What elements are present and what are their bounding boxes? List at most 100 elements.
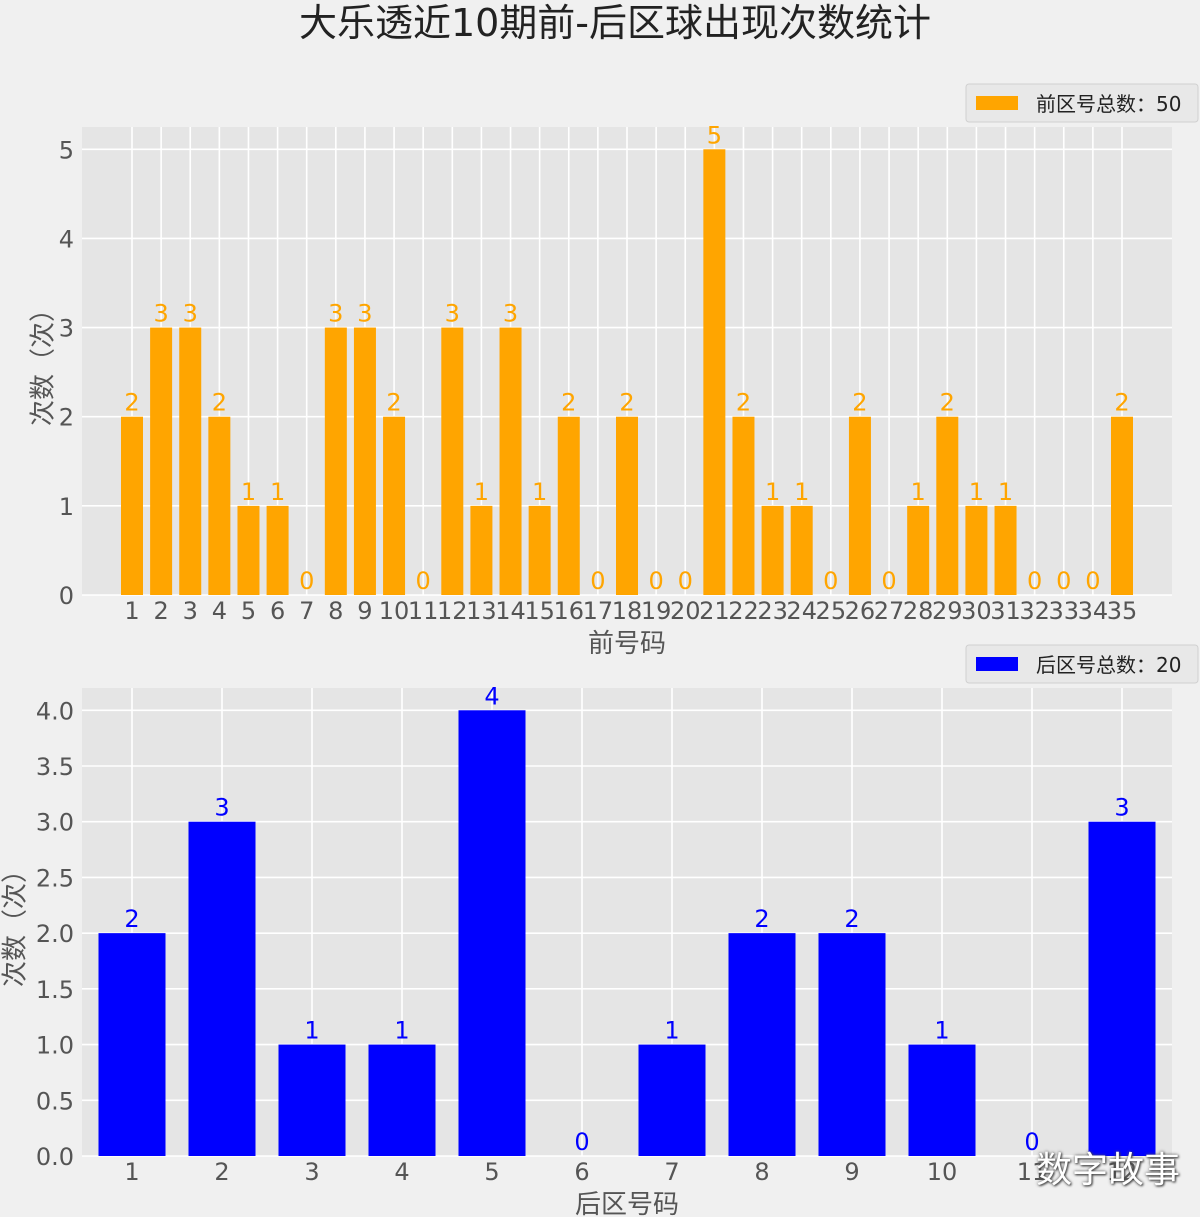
bar [324, 327, 347, 595]
bar-value-label: 2 [1114, 389, 1129, 417]
bar [470, 505, 493, 595]
bar-value-label: 2 [124, 389, 139, 417]
x-tick-label: 24 [786, 597, 817, 625]
y-tick-label: 4 [59, 225, 74, 253]
x-tick-label: 11 [408, 597, 439, 625]
y-tick-label: 2.0 [36, 920, 74, 948]
x-tick-label: 11 [1017, 1158, 1048, 1186]
bar [1088, 821, 1156, 1156]
y-tick-label: 2.5 [36, 864, 74, 892]
bar-value-label: 1 [270, 478, 285, 506]
x-tick-label: 23 [757, 597, 788, 625]
x-tick-label: 30 [961, 597, 992, 625]
bar-value-label: 3 [357, 300, 372, 328]
x-tick-label: 7 [299, 597, 314, 625]
x-tick-label: 18 [612, 597, 643, 625]
bar [179, 327, 202, 595]
x-tick-label: 14 [495, 597, 526, 625]
bar [728, 933, 796, 1156]
legend-label: 后区号总数：20 [1036, 653, 1181, 677]
bar [353, 327, 376, 595]
x-axis-label: 后区号码 [575, 1190, 679, 1217]
bar [278, 1044, 346, 1156]
bar-value-label: 1 [394, 1017, 409, 1045]
bar-value-label: 0 [1085, 567, 1100, 595]
bar [528, 505, 551, 595]
bar [732, 416, 755, 595]
x-tick-label: 31 [990, 597, 1021, 625]
y-tick-label: 3.5 [36, 753, 74, 781]
bar [557, 416, 580, 595]
bar [368, 1044, 436, 1156]
bar-value-label: 2 [212, 389, 227, 417]
x-tick-label: 28 [903, 597, 934, 625]
bar-value-label: 1 [241, 478, 256, 506]
bar [638, 1044, 706, 1156]
x-tick-label: 20 [670, 597, 701, 625]
bar-value-label: 1 [998, 478, 1013, 506]
watermark-text: 数字故事 [1035, 1150, 1180, 1191]
x-tick-label: 32 [1019, 597, 1050, 625]
x-tick-label: 25 [816, 597, 847, 625]
bar [907, 505, 930, 595]
y-tick-label: 0 [59, 582, 74, 610]
bar-value-label: 0 [590, 567, 605, 595]
y-tick-label: 1.0 [36, 1032, 74, 1060]
bar [98, 933, 166, 1156]
bar-value-label: 2 [844, 905, 859, 933]
x-tick-label: 8 [328, 597, 343, 625]
bar [790, 505, 813, 595]
x-tick-label: 15 [524, 597, 555, 625]
bar-value-label: 3 [214, 794, 229, 822]
x-tick-label: 1 [124, 1158, 139, 1186]
bar-value-label: 5 [707, 121, 722, 149]
x-tick-label: 2 [153, 597, 168, 625]
bar-value-label: 0 [1027, 567, 1042, 595]
bar [965, 505, 988, 595]
y-tick-label: 5 [59, 136, 74, 164]
x-tick-label: 5 [241, 597, 256, 625]
bar-value-label: 2 [940, 389, 955, 417]
bar [208, 416, 231, 595]
bar-value-label: 1 [474, 478, 489, 506]
bar-value-label: 0 [881, 567, 896, 595]
x-tick-label: 35 [1107, 597, 1138, 625]
bar [1111, 416, 1133, 595]
bar-value-label: 2 [124, 905, 139, 933]
x-tick-label: 27 [874, 597, 905, 625]
bar-value-label: 2 [561, 389, 576, 417]
y-tick-label: 2 [59, 404, 74, 432]
x-tick-label: 5 [484, 1158, 499, 1186]
bar [150, 327, 173, 595]
bar-value-label: 1 [532, 478, 547, 506]
x-tick-label: 6 [574, 1158, 589, 1186]
bar [188, 821, 256, 1156]
y-tick-label: 4.0 [36, 697, 74, 725]
x-tick-label: 7 [664, 1158, 679, 1186]
y-tick-label: 3 [59, 315, 74, 343]
bar-value-label: 2 [619, 389, 634, 417]
bar-value-label: 1 [765, 478, 780, 506]
y-tick-label: 1 [59, 493, 74, 521]
legend-swatch [976, 96, 1018, 110]
bar [936, 416, 959, 595]
bar [499, 327, 522, 595]
bar-value-label: 3 [183, 300, 198, 328]
y-axis-label: 次数（次） [1, 857, 31, 987]
bar-value-label: 4 [484, 682, 499, 710]
x-tick-label: 12 [1107, 1158, 1138, 1186]
legend-box [965, 644, 1199, 684]
x-tick-label: 4 [394, 1158, 409, 1186]
x-tick-label: 29 [932, 597, 963, 625]
bar-value-label: 1 [934, 1017, 949, 1045]
y-tick-label: 0.5 [36, 1087, 74, 1115]
y-tick-label: 0.0 [36, 1143, 74, 1171]
bar-value-label: 3 [1114, 794, 1129, 822]
bar-value-label: 1 [969, 478, 984, 506]
bar [266, 505, 289, 595]
bar [616, 416, 638, 595]
x-tick-label: 9 [844, 1158, 859, 1186]
x-tick-label: 3 [183, 597, 198, 625]
